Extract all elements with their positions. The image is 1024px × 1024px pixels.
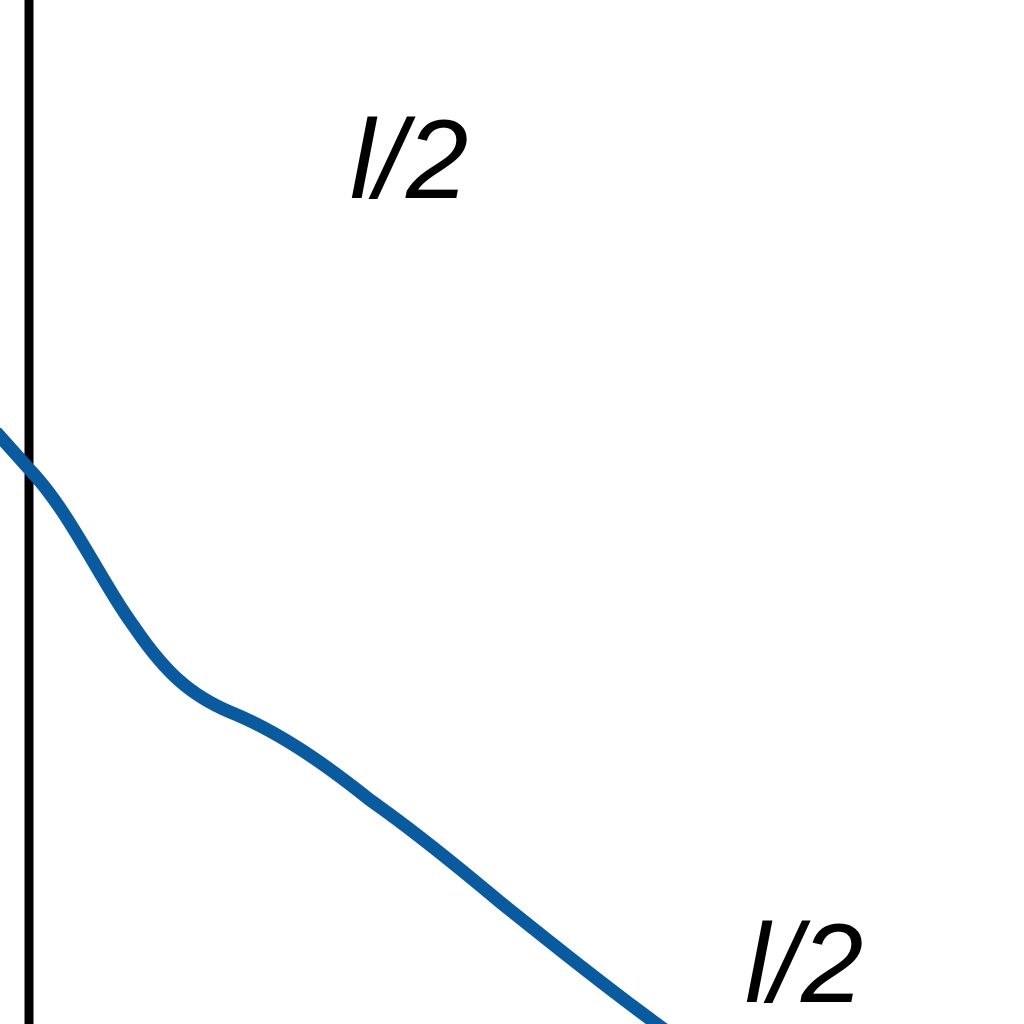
label-top: l/2 xyxy=(350,97,468,222)
blue-curve xyxy=(0,427,668,1024)
label-bottom: l/2 xyxy=(745,901,863,1024)
